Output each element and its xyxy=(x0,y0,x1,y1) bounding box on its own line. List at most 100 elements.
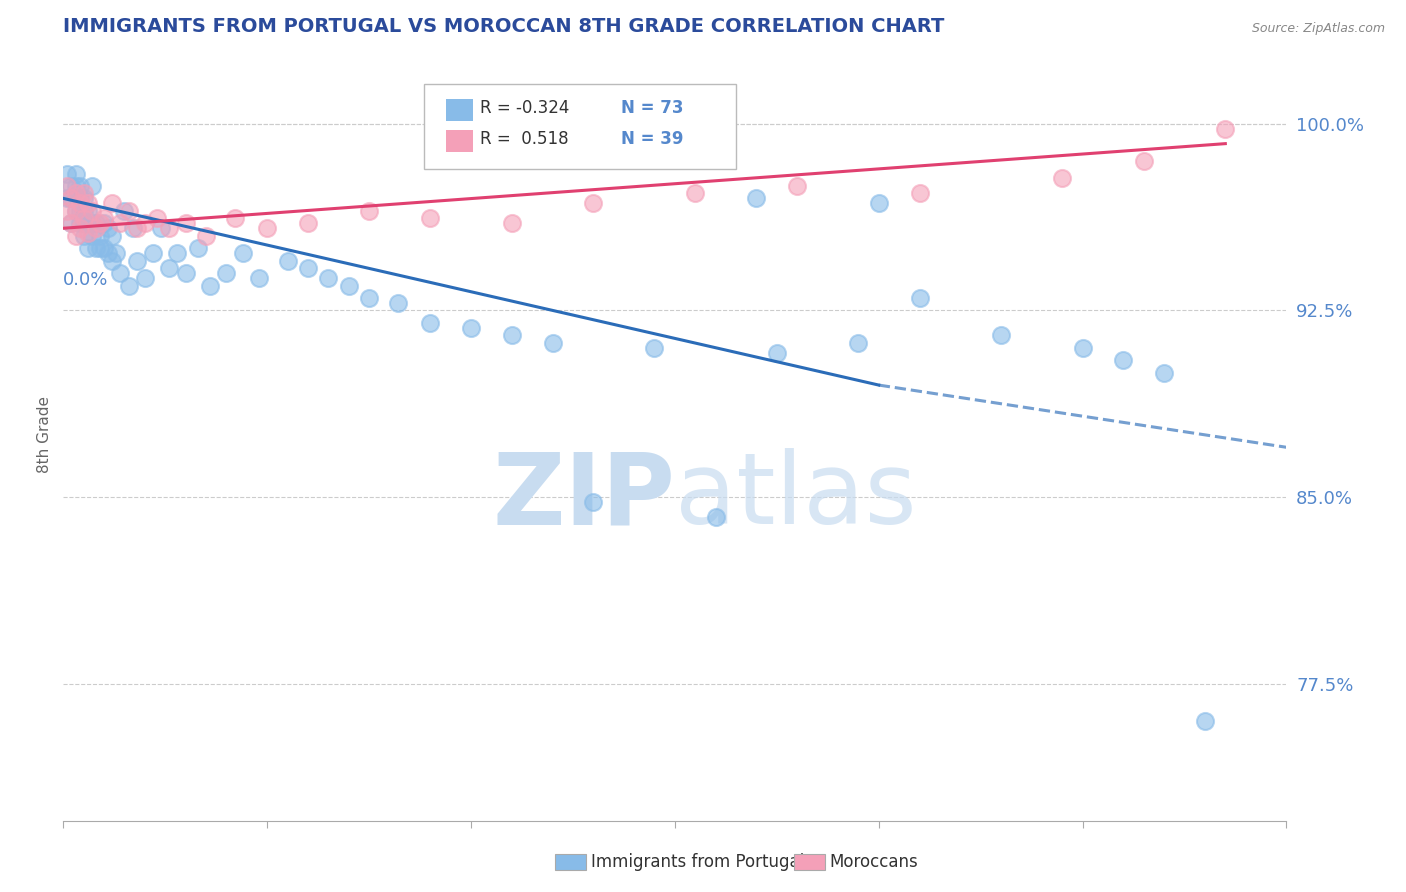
Point xyxy=(419,211,441,226)
Point xyxy=(65,178,87,193)
Point xyxy=(387,296,409,310)
Bar xyxy=(446,99,472,120)
Point xyxy=(215,266,238,280)
Point xyxy=(501,328,523,343)
Point xyxy=(117,278,139,293)
Point xyxy=(125,221,148,235)
Point xyxy=(157,261,180,276)
Point xyxy=(97,246,120,260)
Point xyxy=(97,221,120,235)
Point xyxy=(582,495,605,509)
Text: N = 73: N = 73 xyxy=(621,100,683,118)
Point xyxy=(990,328,1012,343)
Point xyxy=(765,345,787,359)
Point xyxy=(134,271,156,285)
Point xyxy=(125,253,148,268)
Point xyxy=(174,216,197,230)
Point xyxy=(643,341,666,355)
Point xyxy=(105,246,128,260)
Point xyxy=(84,216,107,230)
Y-axis label: 8th Grade: 8th Grade xyxy=(37,396,52,474)
Point xyxy=(908,291,931,305)
Point xyxy=(73,191,96,205)
Point xyxy=(60,216,83,230)
Point xyxy=(198,278,221,293)
Point xyxy=(73,203,96,218)
Point xyxy=(868,196,890,211)
Point xyxy=(786,178,808,193)
Point xyxy=(247,271,270,285)
Text: N = 39: N = 39 xyxy=(621,130,683,148)
Text: ZIP: ZIP xyxy=(492,448,675,545)
Point xyxy=(194,228,217,243)
Point xyxy=(117,203,139,218)
Point xyxy=(89,228,111,243)
Text: 0.0%: 0.0% xyxy=(63,271,108,289)
Point xyxy=(337,278,360,293)
Point xyxy=(101,228,124,243)
Point xyxy=(419,316,441,330)
Point xyxy=(1133,154,1156,169)
Point xyxy=(65,186,87,201)
Point xyxy=(69,221,91,235)
Point xyxy=(73,211,96,226)
Point xyxy=(60,191,83,205)
Point xyxy=(69,203,91,218)
Point xyxy=(232,246,254,260)
Point xyxy=(846,335,869,350)
Point xyxy=(297,261,319,276)
Point xyxy=(65,203,87,218)
Point xyxy=(69,191,91,205)
Point xyxy=(60,216,83,230)
Point xyxy=(69,196,91,211)
Point xyxy=(89,241,111,255)
Point xyxy=(110,266,132,280)
Point xyxy=(101,196,124,211)
Text: R = -0.324: R = -0.324 xyxy=(481,100,569,118)
Point xyxy=(73,228,96,243)
Text: Source: ZipAtlas.com: Source: ZipAtlas.com xyxy=(1251,22,1385,36)
Point xyxy=(1112,353,1135,368)
Point xyxy=(256,221,278,235)
Text: R =  0.518: R = 0.518 xyxy=(481,130,569,148)
Point xyxy=(134,216,156,230)
Text: Immigrants from Portugal: Immigrants from Portugal xyxy=(591,853,804,871)
Point xyxy=(1071,341,1094,355)
Point xyxy=(101,253,124,268)
Point xyxy=(114,203,135,218)
Point xyxy=(80,216,103,230)
Point xyxy=(73,186,96,201)
Point xyxy=(1050,171,1074,186)
Point xyxy=(704,510,727,524)
Point xyxy=(80,228,103,243)
Point xyxy=(76,196,98,211)
Point xyxy=(56,178,79,193)
Point xyxy=(76,216,98,230)
Point xyxy=(110,216,132,230)
Point xyxy=(56,203,79,218)
Point xyxy=(60,191,83,205)
Point xyxy=(80,203,103,218)
Point xyxy=(76,203,98,218)
Point xyxy=(541,335,564,350)
Point xyxy=(683,186,706,201)
Point xyxy=(1153,366,1175,380)
Point xyxy=(60,178,83,193)
Point xyxy=(142,246,165,260)
Point xyxy=(73,216,96,230)
Point xyxy=(65,203,87,218)
Point xyxy=(224,211,246,226)
Point xyxy=(76,241,98,255)
FancyBboxPatch shape xyxy=(425,84,737,169)
Text: atlas: atlas xyxy=(675,448,917,545)
Point xyxy=(276,253,298,268)
Point xyxy=(150,221,173,235)
Point xyxy=(56,191,79,205)
Point xyxy=(80,178,103,193)
Point xyxy=(69,216,91,230)
Point xyxy=(84,241,107,255)
Point xyxy=(745,191,768,205)
Point xyxy=(1215,121,1237,136)
Point xyxy=(76,226,98,240)
Point xyxy=(65,228,87,243)
